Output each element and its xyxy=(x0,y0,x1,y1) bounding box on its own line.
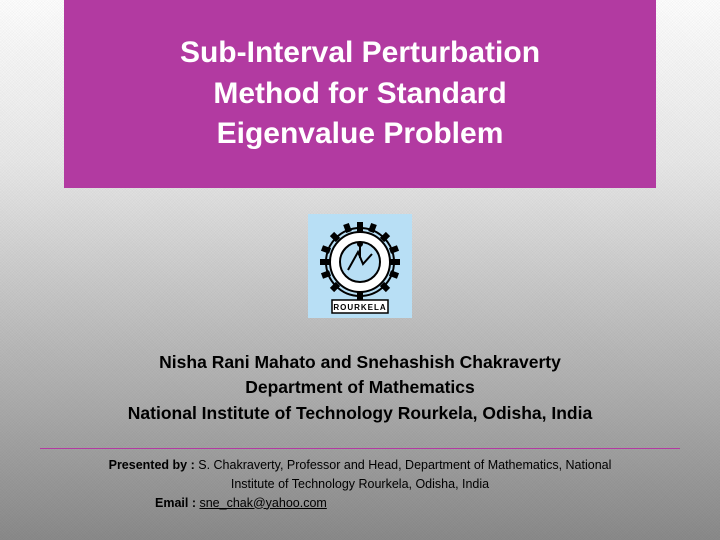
authors-inst: National Institute of Technology Rourkel… xyxy=(0,401,720,426)
divider-line xyxy=(40,448,680,449)
institute-logo: ROURKELA xyxy=(308,214,412,318)
presenter-line-1: Presented by : S. Chakraverty, Professor… xyxy=(40,456,680,475)
authors-dept: Department of Mathematics xyxy=(0,375,720,400)
presenter-text-1: S. Chakraverty, Professor and Head, Depa… xyxy=(198,458,611,472)
email-label: Email : xyxy=(155,496,199,510)
authors-block: Nisha Rani Mahato and Snehashish Chakrav… xyxy=(0,350,720,426)
email-link[interactable]: sne_chak@yahoo.com xyxy=(199,496,326,510)
title-line-2: Method for Standard xyxy=(213,77,506,110)
title-line-3: Eigenvalue Problem xyxy=(217,117,504,150)
presented-by-label: Presented by : xyxy=(109,458,199,472)
title-line-1: Sub-Interval Perturbation xyxy=(180,36,540,69)
svg-text:ROURKELA: ROURKELA xyxy=(333,303,386,312)
gear-logo-icon: ROURKELA xyxy=(308,214,412,318)
authors-names: Nisha Rani Mahato and Snehashish Chakrav… xyxy=(0,350,720,375)
title-banner: Sub-Interval Perturbation Method for Sta… xyxy=(64,0,656,188)
presenter-line-2: Institute of Technology Rourkela, Odisha… xyxy=(40,475,680,494)
presenter-email-row: Email : sne_chak@yahoo.com xyxy=(40,494,680,513)
slide-title: Sub-Interval Perturbation Method for Sta… xyxy=(180,33,540,155)
presenter-block: Presented by : S. Chakraverty, Professor… xyxy=(40,456,680,512)
